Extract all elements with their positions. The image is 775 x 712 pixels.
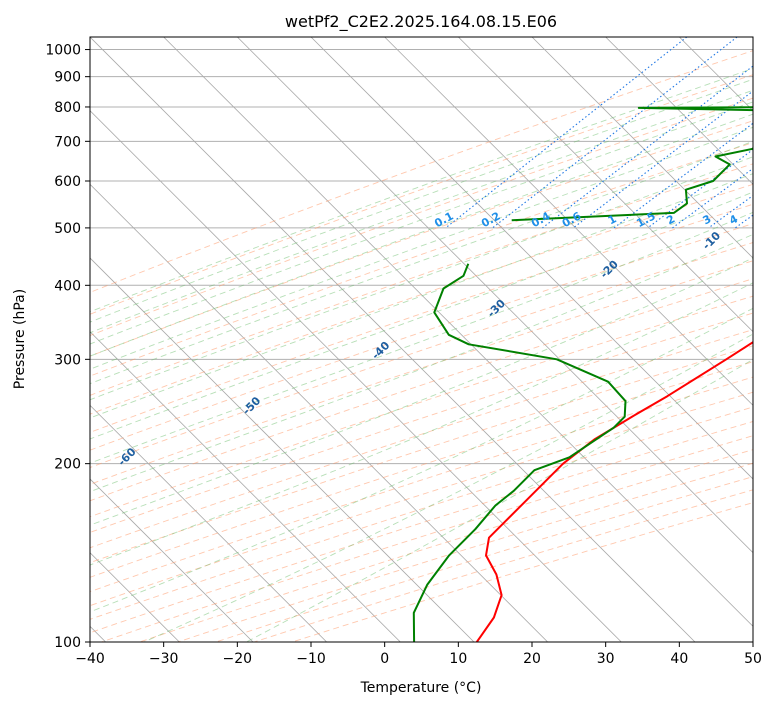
- y-tick-label: 1000: [45, 43, 81, 59]
- y-tick-label: 500: [54, 221, 81, 237]
- y-tick-label: 600: [54, 174, 81, 190]
- x-tick-label: 0: [380, 651, 389, 667]
- y-tick-label: 800: [54, 100, 81, 116]
- y-tick-label: 900: [54, 70, 81, 86]
- y-tick-label: 400: [54, 278, 81, 294]
- x-tick-label: −20: [223, 651, 253, 667]
- x-tick-label: −10: [296, 651, 326, 667]
- x-tick-label: −40: [75, 651, 105, 667]
- y-axis-label: Pressure (hPa): [12, 289, 28, 389]
- y-tick-label: 700: [54, 134, 81, 150]
- chart-title: wetPf2_C2E2.2025.164.08.15.E06: [285, 12, 557, 32]
- x-tick-label: 30: [597, 651, 615, 667]
- y-tick-label: 200: [54, 457, 81, 473]
- x-tick-label: 40: [670, 651, 688, 667]
- x-tick-label: 10: [449, 651, 467, 667]
- y-tick-label: 100: [54, 635, 81, 651]
- x-tick-label: 20: [523, 651, 541, 667]
- x-tick-label: 50: [744, 651, 762, 667]
- x-axis-label: Temperature (°C): [360, 680, 482, 696]
- y-tick-label: 300: [54, 352, 81, 368]
- x-tick-label: −30: [149, 651, 179, 667]
